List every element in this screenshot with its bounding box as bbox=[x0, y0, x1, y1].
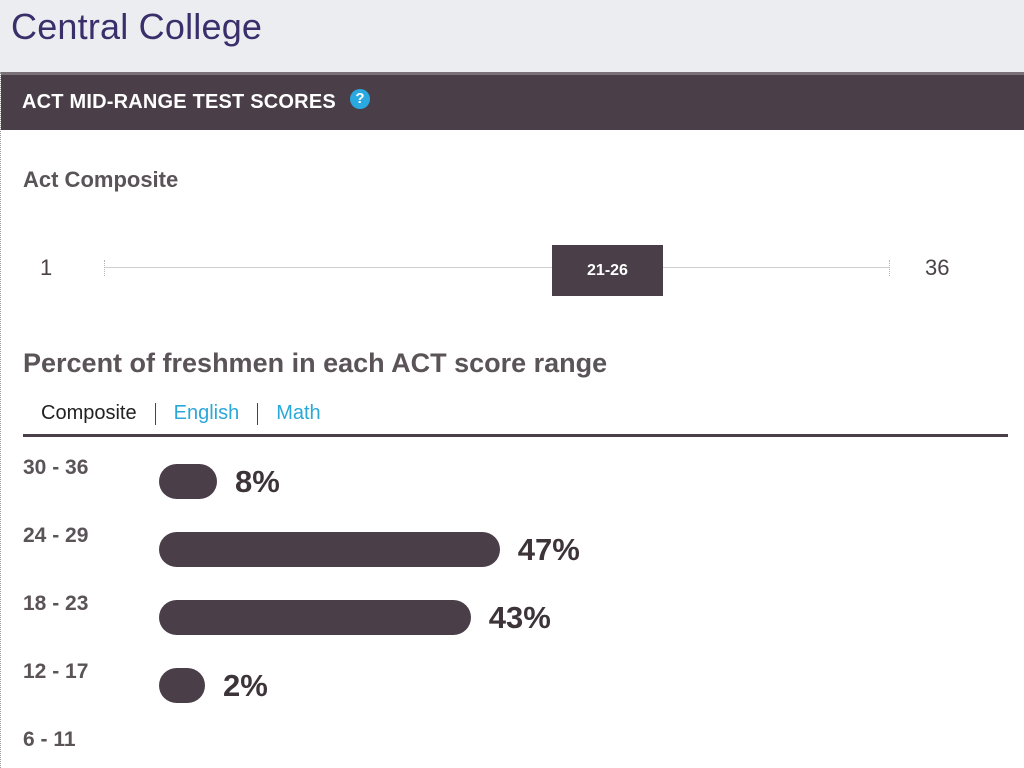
composite-label: Act Composite bbox=[23, 167, 179, 192]
score-range-label: 18 - 23 bbox=[23, 592, 89, 615]
range-track-start-tick bbox=[104, 260, 106, 276]
act-scores-panel: ACT MID-RANGE TEST SCORES ? Act Composit… bbox=[0, 72, 1024, 768]
score-range-label: 6 - 11 bbox=[23, 728, 76, 751]
panel-header-title: ACT MID-RANGE TEST SCORES bbox=[22, 91, 336, 113]
percent-value: 8% bbox=[235, 464, 280, 499]
percent-bar bbox=[159, 464, 217, 499]
score-range-label: 30 - 36 bbox=[23, 456, 89, 479]
panel-header: ACT MID-RANGE TEST SCORES ? bbox=[1, 72, 1024, 130]
help-icon[interactable]: ? bbox=[350, 89, 370, 109]
score-type-tabs: Composite English Math bbox=[23, 402, 339, 425]
score-row: 6 - 11 bbox=[23, 728, 1013, 768]
percent-value: 43% bbox=[488, 600, 551, 635]
tab-separator bbox=[257, 402, 259, 425]
tab-english[interactable]: English bbox=[173, 402, 240, 424]
tab-separator bbox=[154, 402, 156, 425]
score-row: 12 - 17 2% bbox=[23, 660, 1013, 703]
tab-math[interactable]: Math bbox=[276, 402, 321, 424]
score-row: 24 - 29 47% bbox=[23, 524, 1013, 567]
score-row: 30 - 36 8% bbox=[23, 456, 1013, 499]
percent-bar bbox=[159, 668, 205, 703]
distribution-title: Percent of freshmen in each ACT score ra… bbox=[23, 348, 608, 378]
percent-bar bbox=[159, 600, 471, 635]
slide-title: Central College bbox=[11, 6, 263, 47]
mid-range-marker: 21-26 bbox=[552, 245, 663, 296]
tab-composite[interactable]: Composite bbox=[41, 402, 137, 424]
score-row: 18 - 23 43% bbox=[23, 592, 1013, 635]
percent-bar bbox=[159, 532, 500, 567]
percent-value: 2% bbox=[223, 668, 268, 703]
percent-value: 47% bbox=[517, 532, 580, 567]
score-range-label: 12 - 17 bbox=[23, 660, 89, 683]
range-track-end-tick bbox=[889, 260, 891, 276]
range-track bbox=[104, 267, 890, 268]
range-min-value: 1 bbox=[40, 255, 53, 280]
range-max-value: 36 bbox=[925, 255, 950, 280]
tabs-divider bbox=[23, 434, 1008, 437]
score-range-label: 24 - 29 bbox=[23, 524, 89, 547]
